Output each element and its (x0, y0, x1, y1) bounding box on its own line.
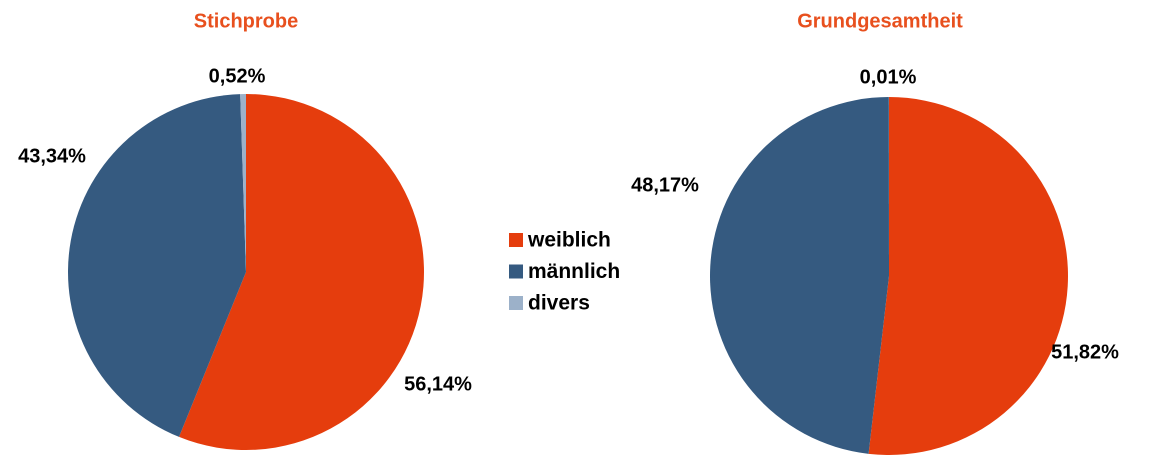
legend-label: männlich (528, 260, 620, 283)
legend-swatch (509, 296, 523, 310)
data-label: 0,01% (860, 66, 917, 88)
data-label: 43,34% (18, 145, 86, 167)
pie-slice (240, 94, 246, 272)
pie-slice (68, 94, 246, 437)
pie-slice (709, 97, 889, 454)
data-label: 0,52% (209, 65, 266, 87)
legend-label: weiblich (527, 229, 611, 252)
chart-title: Grundgesamtheit (797, 10, 963, 32)
pie-slice (868, 97, 1068, 455)
data-label: 56,14% (404, 373, 472, 395)
legend-swatch (509, 264, 523, 279)
data-label: 48,17% (631, 174, 699, 196)
legend-label: divers (528, 292, 590, 315)
data-label: 51,82% (1051, 341, 1119, 363)
legend-swatch (509, 233, 523, 247)
pie-slice (179, 94, 424, 450)
chart-title: Stichprobe (194, 10, 298, 32)
